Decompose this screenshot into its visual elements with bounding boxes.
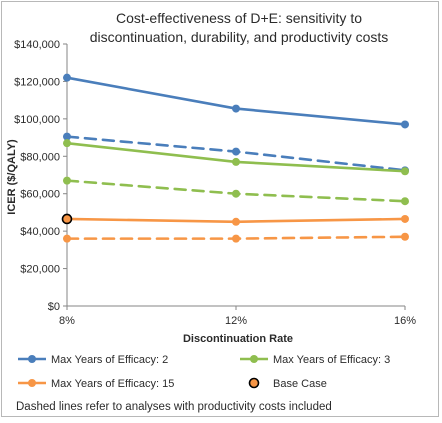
- x-tick-label: 12%: [225, 315, 247, 327]
- legend-marker-max-years-of-efficacy-15: [28, 379, 36, 387]
- data-point-series-2-dashed: [63, 132, 71, 141]
- data-point-max-years-of-efficacy-15-solid: [232, 217, 240, 226]
- y-tick-label: $20,000: [20, 264, 60, 276]
- chart-title-line-2: discontinuation, durability, and product…: [90, 29, 389, 45]
- y-tick-label: $120,000: [14, 76, 60, 88]
- legend: Max Years of Efficacy: 2 Max Years of Eff…: [18, 354, 390, 390]
- data-point-series-4-dashed: [232, 189, 240, 198]
- legend-marker-max-years-of-efficacy-3: [250, 355, 258, 363]
- footnote: Dashed lines refer to analyses with prod…: [16, 401, 332, 413]
- y-tick-label: $40,000: [20, 226, 60, 238]
- data-point-series-2-dashed: [232, 147, 240, 156]
- legend-label-base-case: Base Case: [273, 378, 327, 390]
- y-tick-label: $60,000: [20, 189, 60, 201]
- x-tick-label: 16%: [394, 315, 416, 327]
- data-point-max-years-of-efficacy-3-solid: [401, 167, 409, 176]
- data-point-max-years-of-efficacy-2-solid: [232, 104, 240, 113]
- data-point-max-years-of-efficacy-15-solid: [401, 214, 409, 223]
- y-axis-title: ICER ($/QALY): [6, 139, 18, 215]
- data-point-series-6-dashed: [401, 232, 409, 241]
- legend-label-max-years-of-efficacy-3: Max Years of Efficacy: 3: [273, 354, 390, 366]
- data-point-max-years-of-efficacy-2-solid: [401, 120, 409, 129]
- data-point-series-4-dashed: [401, 197, 409, 206]
- chart-frame: Cost-effectiveness of D+E: sensitivity t…: [1, 1, 439, 417]
- y-axis: $0 $20,000 $40,000 $60,000 $80,000 $100,000 $1…: [14, 39, 68, 313]
- y-tick-label: $100,000: [14, 114, 60, 126]
- data-point-max-years-of-efficacy-2-solid: [63, 73, 71, 82]
- x-tick-label: 8%: [59, 315, 75, 327]
- x-axis-title: Discontinuation Rate: [183, 333, 293, 345]
- y-tick-label: $0: [48, 301, 60, 313]
- x-axis: 8% 12% 16%: [59, 305, 416, 327]
- legend-label-max-years-of-efficacy-2: Max Years of Efficacy: 2: [51, 354, 168, 366]
- base-case-marker: [61, 213, 73, 225]
- data-point-max-years-of-efficacy-3-solid: [232, 157, 240, 166]
- legend-label-max-years-of-efficacy-15: Max Years of Efficacy: 15: [51, 378, 174, 390]
- data-point-series-6-dashed: [63, 234, 71, 243]
- y-tick-label: $140,000: [14, 39, 60, 51]
- series-line-max-years-of-efficacy-3-solid: [65, 141, 407, 173]
- legend-marker-max-years-of-efficacy-2: [28, 355, 36, 363]
- chart-title-line-1: Cost-effectiveness of D+E: sensitivity t…: [116, 10, 362, 26]
- series-line-max-years-of-efficacy-2-solid: [65, 76, 407, 126]
- chart-svg: Cost-effectiveness of D+E: sensitivity t…: [6, 10, 416, 413]
- data-point-series-6-dashed: [232, 234, 240, 243]
- data-point-max-years-of-efficacy-3-solid: [63, 139, 71, 148]
- y-tick-label: $80,000: [20, 151, 60, 163]
- plot-area: [61, 73, 409, 243]
- data-point-series-4-dashed: [63, 176, 71, 185]
- legend-marker-base-case: [248, 377, 260, 389]
